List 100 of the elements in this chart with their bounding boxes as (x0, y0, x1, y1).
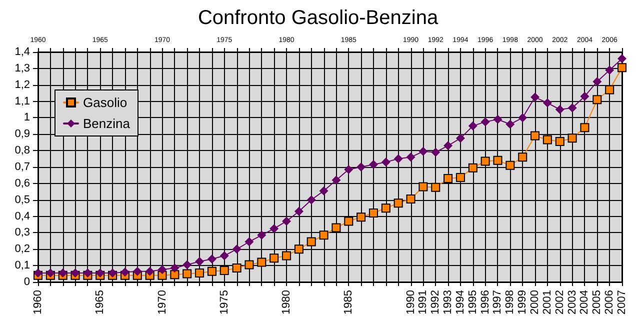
point (344, 216, 354, 226)
point (232, 244, 242, 254)
point (381, 158, 390, 167)
point (418, 146, 428, 156)
x-tick-label: 2003 (566, 290, 578, 314)
x-tick-label: 1975 (218, 290, 230, 314)
point (344, 164, 354, 174)
x-tick-label: 1992 (430, 290, 442, 314)
point (542, 135, 552, 144)
y-tick-label: 1,4 (14, 46, 30, 58)
y-tick-label: 0,2 (14, 243, 30, 256)
x-tick-label: 1996 (479, 290, 492, 314)
point (182, 260, 192, 270)
point (207, 254, 216, 264)
point (294, 206, 304, 216)
point (257, 230, 266, 240)
point (83, 268, 92, 278)
point (431, 148, 440, 157)
point (306, 195, 316, 204)
point (244, 237, 254, 246)
point (232, 264, 242, 273)
y-tick-label: 0,5 (14, 194, 30, 206)
point (220, 251, 229, 260)
point (444, 141, 453, 150)
point (220, 266, 229, 275)
x-tick-label: 1995 (466, 290, 479, 314)
point (592, 95, 602, 104)
y-tick-label: 0,7 (14, 161, 30, 173)
point (70, 268, 80, 278)
point (332, 176, 341, 185)
x-tick-label: 2001 (541, 290, 554, 314)
point (468, 163, 478, 172)
point (580, 92, 590, 101)
x-tick-label: 1965 (94, 290, 106, 314)
x-tick-label: 2007 (616, 290, 628, 314)
y-tick-label: 0,6 (14, 177, 30, 190)
x-tick-label: 2000 (529, 290, 542, 314)
point (542, 98, 552, 108)
point (480, 156, 490, 166)
point (319, 230, 328, 240)
point (456, 173, 465, 182)
y-tick-label: 0,9 (14, 128, 30, 140)
point (96, 268, 105, 278)
point (406, 152, 416, 162)
x-tick-label: 2002 (554, 290, 566, 314)
point (618, 54, 626, 64)
point (294, 244, 304, 254)
point (282, 216, 292, 226)
x-tick-label: 1998 (504, 290, 516, 314)
chart-title: Confronto Gasolio-Benzina (198, 7, 439, 29)
point (493, 114, 502, 124)
x-tick-label: 1993 (442, 290, 454, 314)
point (506, 120, 515, 129)
y-tick-label: 0,3 (14, 226, 30, 239)
point (306, 237, 316, 246)
point (170, 264, 180, 273)
point (618, 63, 626, 72)
point (444, 174, 453, 183)
x-tick-label: 1980 (280, 290, 293, 314)
point (108, 268, 118, 278)
point (368, 208, 378, 218)
y-tick-label: 1,2 (14, 78, 30, 91)
point (568, 103, 577, 112)
point (530, 131, 540, 140)
point (270, 224, 279, 234)
x-tick-label: 2006 (604, 290, 616, 314)
point (468, 121, 478, 130)
point (356, 162, 366, 172)
y-tick-label: 1,1 (14, 95, 30, 108)
point (394, 198, 403, 208)
point (555, 105, 564, 114)
point (605, 85, 614, 94)
point (158, 270, 167, 280)
point (270, 254, 279, 263)
point (356, 212, 366, 222)
point (568, 134, 577, 143)
x-tick-label: 1994 (454, 290, 466, 314)
point (368, 160, 378, 170)
x-tick-label: 1999 (516, 290, 529, 314)
y-tick-label: 1 (24, 112, 30, 124)
legend-label: Benzina (83, 116, 131, 131)
point (605, 66, 614, 75)
y-tick-label: 0 (24, 276, 30, 288)
point (170, 270, 180, 280)
point (493, 156, 502, 165)
x-tick-label: 1960 (32, 290, 44, 314)
point (518, 113, 528, 122)
x-tick-label: 1990 (404, 290, 417, 314)
point (431, 182, 440, 192)
point (207, 266, 216, 276)
point (506, 160, 515, 170)
point (518, 152, 528, 162)
point (46, 268, 55, 278)
y-tick-label: 0,4 (14, 210, 30, 222)
point (145, 266, 154, 276)
x-tick-label: 1970 (156, 290, 168, 314)
point (132, 266, 142, 276)
x-tick-label: 1985 (342, 290, 355, 314)
point (195, 256, 204, 266)
point (555, 137, 564, 146)
